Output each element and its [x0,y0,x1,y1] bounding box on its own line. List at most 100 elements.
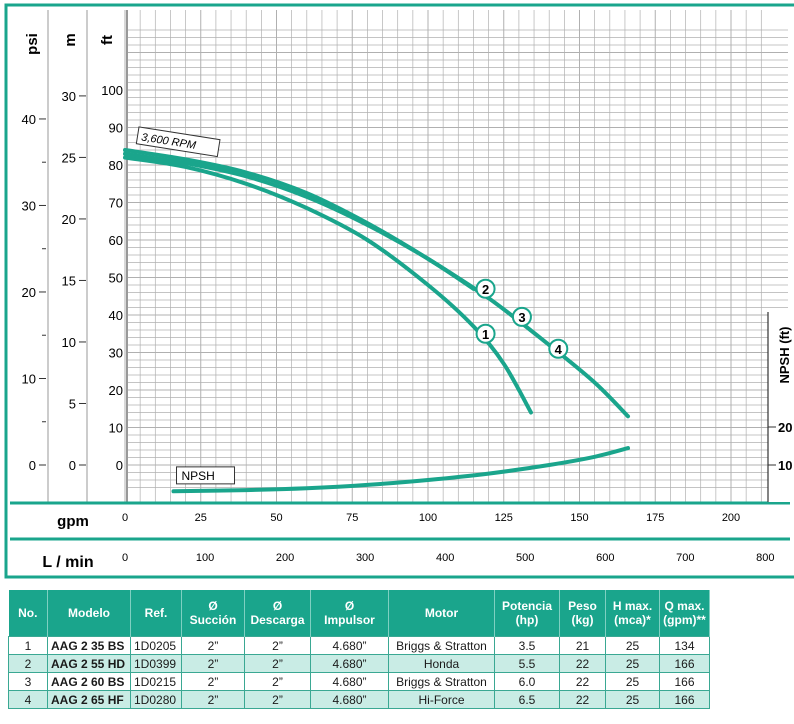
y-tick-ft: 100 [101,83,123,98]
y-tick-psi: 30 [22,198,36,213]
column-header: Ø Succión [181,590,245,637]
y-tick-ft: 60 [109,233,123,248]
table-cell: 2” [244,690,311,709]
table-cell: Hi-Force [388,690,495,709]
column-header: Q max. (gpm)** [659,590,710,637]
curve-marker-label-3: 3 [518,310,525,325]
curve-marker-4 [548,338,569,359]
x-tick-lmin: 0 [122,552,128,564]
table-cell: 2” [244,672,311,691]
table-cell: 4.680” [310,690,389,709]
column-header-text: (mca)* [614,613,651,627]
x-tick-lmin: 500 [516,552,534,564]
table-cell: 3 [8,672,48,691]
y-tick-ft: 90 [109,121,123,136]
table-row: 2 AAG 2 55 HD 1D0399 2” 2” 4.680” Honda 5.5 22 25… [8,654,710,673]
x-tick-gpm: 175 [646,512,664,524]
x-axis-label-lmin: L / min [42,554,93,571]
table-cell: 2” [181,690,245,709]
column-header: H max. (mca)* [605,590,660,637]
column-header: Ø Descarga [244,590,311,637]
curve-marker-label-1: 1 [482,327,489,342]
x-tick-lmin: 100 [196,552,214,564]
column-header-text: Ø [272,599,283,613]
table-cell: 1D0399 [130,654,182,673]
npsh-label-box [176,466,236,485]
table-cell: AAG 2 65 HF [47,690,131,709]
curve-marker-label-2: 2 [482,282,489,297]
table-cell: 5.5 [494,654,560,673]
table-cell: Briggs & Stratton [388,636,495,655]
table-cell: 2 [8,654,48,673]
chart-frame [4,3,794,579]
table-cell: 25 [605,636,660,655]
curve-marker-2 [475,278,496,299]
y-tick-m: 30 [62,89,76,104]
pump-curve-chart: psi m ft0102030405060708090100051015202530… [4,3,794,579]
table-cell: 22 [559,654,606,673]
curve-marker-3 [511,306,532,327]
column-header-text: H max. [612,599,653,613]
grid [124,10,788,502]
npsh-axis-panel [768,312,794,502]
table-header-row: No. Modelo Ref. Ø Succión Ø Descarga Ø Impulsor M… [8,590,710,637]
column-header: Ref. [130,590,182,637]
table-cell: 2” [181,654,245,673]
npsh-tick: 20 [778,420,792,435]
table-cell: AAG 2 60 BS [47,672,131,691]
table-row: 3 AAG 2 60 BS 1D0215 2” 2” 4.680” Briggs & Str… [8,672,710,691]
table-cell: 2” [181,636,245,655]
column-header-text: Motor [424,606,459,620]
table-cell: 1D0205 [130,636,182,655]
table-cell: 4.680” [310,654,389,673]
x-tick-lmin: 700 [676,552,694,564]
table-row: 4 AAG 2 65 HF 1D0280 2” 2” 4.680” Hi-Force 6.5 2… [8,690,710,709]
curve-marker-label-4: 4 [555,342,563,357]
table-cell: AAG 2 55 HD [47,654,131,673]
table-cell: 166 [659,690,710,709]
table-cell: 166 [659,672,710,691]
x-tick-gpm: 150 [570,512,588,524]
table-cell: 25 [605,672,660,691]
column-header-text: Potencia [501,599,552,613]
y-axis-label-ft: ft [99,35,116,45]
x-tick-gpm: 125 [495,512,513,524]
table-body: 1 AAG 2 35 BS 1D0205 2” 2” 4.680” Briggs & Str… [8,636,710,709]
x-tick-gpm: 0 [122,512,128,524]
y-axis-label-psi: psi [24,33,41,55]
table-cell: 22 [559,690,606,709]
x-tick-lmin: 600 [596,552,614,564]
table-cell: 1D0280 [130,690,182,709]
x-tick-gpm: 200 [722,512,740,524]
column-header-text: Succión [189,613,237,627]
y-tick-m: 20 [62,212,76,227]
y-tick-ft: 40 [109,308,123,323]
column-header-text: (gpm)** [663,613,706,627]
table-cell: 21 [559,636,606,655]
y-axis-label-m: m [62,33,79,46]
y-tick-m: 25 [62,150,76,165]
table-cell: 1D0215 [130,672,182,691]
x-tick-lmin: 400 [436,552,454,564]
labels: 3,600 RPM NPSH 1 2 3 4 [135,126,569,485]
column-header: Ø Impulsor [310,590,389,637]
y-tick-ft: 30 [109,346,123,361]
column-header: Potencia (hp) [494,590,560,637]
y-tick-m: 15 [62,273,76,288]
table-cell: 3.5 [494,636,560,655]
table-cell: Honda [388,654,495,673]
series-line-npsh [171,446,630,494]
axes: psi m ft0102030405060708090100051015202530… [10,10,794,571]
y-tick-ft: 0 [116,458,123,473]
x-tick-gpm: 100 [419,512,437,524]
column-header-text: Impulsor [324,613,375,627]
rpm-annotation: 3,600 RPM [135,126,221,158]
table-cell: 4.680” [310,636,389,655]
y-tick-psi: 40 [22,112,36,127]
npsh-axis-label: NPSH (ft) [777,326,792,383]
table-cell: 2” [181,672,245,691]
series-line-2 [123,148,476,291]
x-tick-lmin: 800 [756,552,774,564]
column-header-text: Ø [208,599,218,613]
table-cell: 2” [244,654,311,673]
